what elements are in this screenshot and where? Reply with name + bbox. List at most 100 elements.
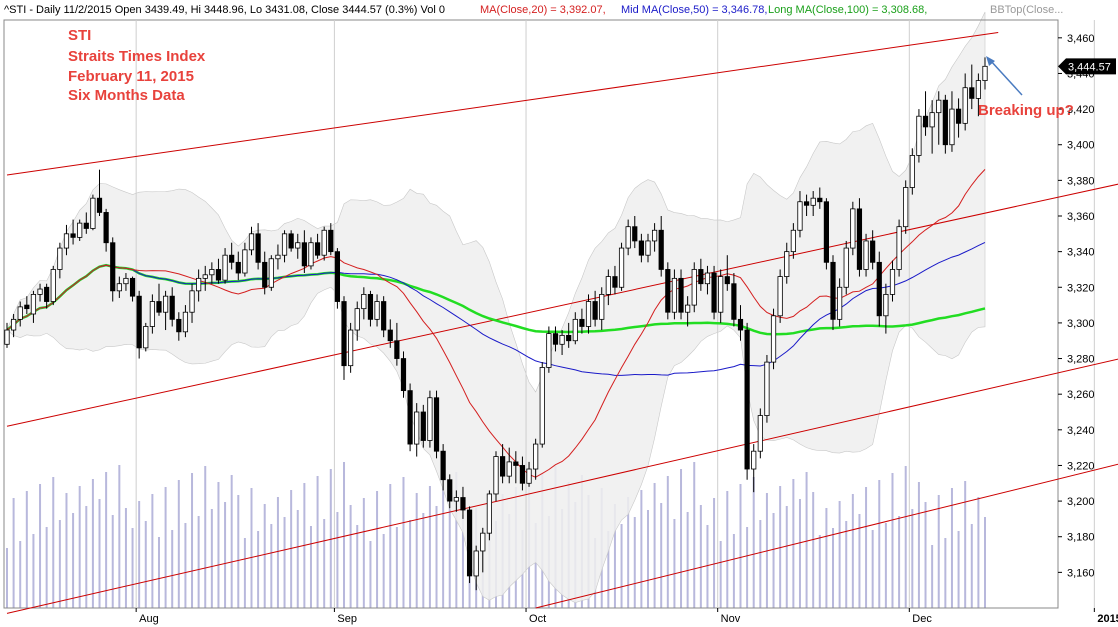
volume-bar bbox=[759, 520, 762, 608]
candle-body bbox=[400, 358, 407, 392]
candle-body bbox=[354, 308, 360, 331]
candle-body bbox=[737, 318, 744, 331]
volume-bar bbox=[653, 483, 656, 608]
candle-body bbox=[757, 415, 763, 452]
candle-body bbox=[823, 201, 830, 263]
candle-body bbox=[229, 254, 235, 263]
y-tick-label: 3,220 bbox=[1067, 460, 1095, 472]
volume-bar bbox=[732, 534, 735, 608]
volume-bar bbox=[871, 530, 874, 608]
volume-bar bbox=[191, 473, 194, 608]
annotation-line-1: STI bbox=[68, 27, 91, 44]
volume-bar bbox=[329, 469, 332, 608]
volume-bar bbox=[752, 477, 755, 608]
volume-bar bbox=[422, 513, 425, 608]
candle-body bbox=[770, 315, 777, 363]
candle-body bbox=[407, 390, 413, 445]
candle-body bbox=[671, 277, 678, 313]
candle-body bbox=[215, 269, 222, 281]
volume-bar bbox=[680, 469, 683, 608]
candle-body bbox=[546, 333, 552, 368]
candle-body bbox=[969, 87, 975, 99]
candle-body bbox=[797, 201, 803, 231]
candle-body bbox=[387, 329, 393, 342]
candle-body bbox=[777, 276, 783, 317]
candle-body bbox=[24, 304, 30, 310]
volume-bar bbox=[792, 479, 795, 608]
candle-body bbox=[50, 269, 56, 302]
volume-bar bbox=[32, 534, 35, 608]
candle-body bbox=[420, 411, 426, 441]
volume-bar bbox=[845, 521, 848, 608]
candle-body bbox=[896, 226, 902, 270]
candle-body bbox=[618, 247, 625, 288]
volume-bar bbox=[858, 514, 861, 608]
volume-bar bbox=[706, 525, 709, 608]
candle-body bbox=[473, 550, 479, 577]
candle-body bbox=[658, 229, 664, 270]
volume-bar bbox=[779, 486, 782, 608]
candle-body bbox=[678, 277, 684, 313]
volume-bar bbox=[250, 488, 253, 608]
volume-bar bbox=[719, 541, 722, 608]
y-tick-label: 3,340 bbox=[1067, 247, 1095, 259]
candle-body bbox=[539, 367, 545, 445]
volume-bar bbox=[977, 497, 980, 608]
volume-bar bbox=[349, 505, 352, 608]
x-tick-label: Nov bbox=[721, 613, 741, 625]
volume-bar bbox=[607, 531, 610, 608]
volume-bar bbox=[98, 499, 101, 608]
volume-bar bbox=[633, 517, 636, 608]
volume-bar bbox=[65, 493, 68, 608]
candle-body bbox=[77, 222, 83, 238]
candle-body bbox=[850, 208, 856, 249]
volume-bar bbox=[891, 473, 894, 608]
channel-lines bbox=[6, 31, 1118, 614]
annotation-line-3: February 11, 2015 bbox=[68, 68, 194, 85]
volume-bar bbox=[389, 484, 392, 608]
volume-bar bbox=[85, 506, 88, 608]
volume-bar bbox=[19, 541, 22, 608]
volume-bar bbox=[118, 465, 121, 608]
y-tick-label: 3,240 bbox=[1067, 425, 1095, 437]
price-tag-label: 3,444.57 bbox=[1068, 61, 1111, 73]
volume-bar bbox=[52, 477, 55, 608]
candle-body bbox=[480, 532, 486, 552]
candle-body bbox=[63, 233, 70, 249]
volume-bar bbox=[296, 510, 299, 608]
volume-bar bbox=[726, 491, 729, 608]
volume-bar bbox=[177, 480, 180, 608]
candle-body bbox=[698, 269, 704, 285]
volume-bar bbox=[237, 495, 240, 608]
volume-bar bbox=[138, 501, 141, 608]
ma20-line bbox=[6, 169, 986, 478]
volume-bar bbox=[164, 487, 167, 608]
candle-body bbox=[96, 197, 103, 213]
volume-bar bbox=[12, 498, 15, 608]
x-axis: AugSepOctNovDec2015Feb bbox=[135, 608, 1118, 625]
candle-body bbox=[711, 272, 717, 313]
candle-body bbox=[189, 290, 195, 313]
y-tick-label: 3,400 bbox=[1067, 140, 1095, 152]
candle-body bbox=[255, 233, 261, 263]
volume-bar bbox=[343, 462, 346, 608]
candle-body bbox=[784, 251, 790, 277]
volume-bar bbox=[673, 519, 676, 608]
candle-body bbox=[909, 155, 915, 188]
candle-body bbox=[744, 329, 750, 470]
candle-body bbox=[922, 115, 929, 128]
candle-body bbox=[367, 293, 374, 320]
volume-bar bbox=[448, 499, 451, 608]
candle-body bbox=[718, 276, 724, 313]
candle-body bbox=[341, 301, 347, 367]
candle-body bbox=[500, 456, 506, 477]
candle-body bbox=[790, 229, 796, 253]
volume-bar bbox=[336, 512, 339, 608]
candle-body bbox=[579, 318, 585, 327]
candle-body bbox=[704, 272, 711, 285]
candle-body bbox=[11, 318, 17, 331]
volume-bar bbox=[693, 462, 696, 608]
candle-body bbox=[599, 293, 605, 320]
candle-body bbox=[903, 187, 909, 228]
candle-body bbox=[116, 283, 122, 292]
